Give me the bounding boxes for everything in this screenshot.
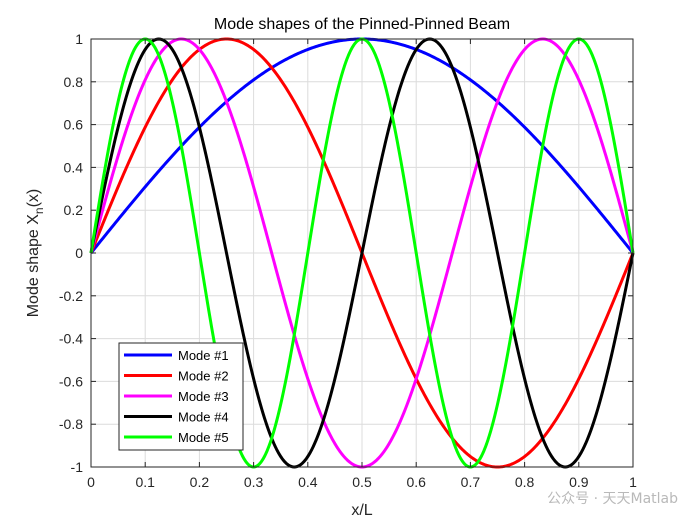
- x-tick-label: 0.4: [298, 474, 318, 490]
- y-tick-label: -0.8: [59, 416, 83, 432]
- y-tick-label: -1: [71, 459, 84, 475]
- x-tick-label: 0.8: [515, 474, 535, 490]
- x-tick-label: 1: [629, 474, 637, 490]
- y-tick-label: 0.2: [64, 202, 84, 218]
- y-axis-label-subscript: n: [32, 207, 46, 214]
- legend: Mode #1 Mode #2 Mode #3 Mode #4 Mode #5: [118, 342, 244, 451]
- legend-label-mode-5: Mode #5: [178, 430, 229, 445]
- x-tick-label: 0.7: [461, 474, 481, 490]
- watermark: 公众号 · 天天Matlab: [547, 491, 678, 507]
- x-tick-label: 0.3: [244, 474, 264, 490]
- y-tick-labels: -1 -0.8 -0.6 -0.4 -0.2 0 0.2 0.4 0.6 0.8 1: [59, 31, 83, 475]
- y-tick-label: -0.6: [59, 373, 83, 389]
- x-tick-label: 0: [87, 474, 95, 490]
- y-axis-label: Mode shape Xn(x): [25, 189, 46, 318]
- y-tick-label: 0.6: [64, 117, 84, 133]
- tick-marks: [90, 38, 634, 468]
- y-axis-label-tail: (x): [25, 189, 42, 208]
- y-tick-label: -0.4: [59, 331, 83, 347]
- legend-label-mode-4: Mode #4: [178, 410, 229, 425]
- y-tick-label: 0: [75, 245, 83, 261]
- chart-title: Mode shapes of the Pinned-Pinned Beam: [214, 16, 510, 33]
- y-tick-label: 0.8: [64, 74, 84, 90]
- legend-label-mode-1: Mode #1: [178, 348, 229, 363]
- x-tick-label: 0.1: [135, 474, 155, 490]
- x-tick-label: 0.5: [352, 474, 372, 490]
- x-axis-label: x/L: [351, 502, 372, 519]
- y-tick-label: 1: [75, 31, 83, 47]
- y-tick-label: -0.2: [59, 288, 83, 304]
- x-tick-label: 0.6: [406, 474, 426, 490]
- series-line-mode-4: [89, 37, 635, 469]
- y-tick-label: 0.4: [64, 159, 84, 175]
- legend-label-mode-3: Mode #3: [178, 389, 229, 404]
- legend-label-mode-2: Mode #2: [178, 369, 229, 384]
- y-axis-label-main: Mode shape X: [25, 214, 42, 318]
- x-tick-label: 0.2: [190, 474, 210, 490]
- x-tick-label: 0.9: [569, 474, 589, 490]
- x-tick-labels: 0 0.1 0.2 0.3 0.4 0.5 0.6 0.7 0.8 0.9 1: [87, 474, 637, 490]
